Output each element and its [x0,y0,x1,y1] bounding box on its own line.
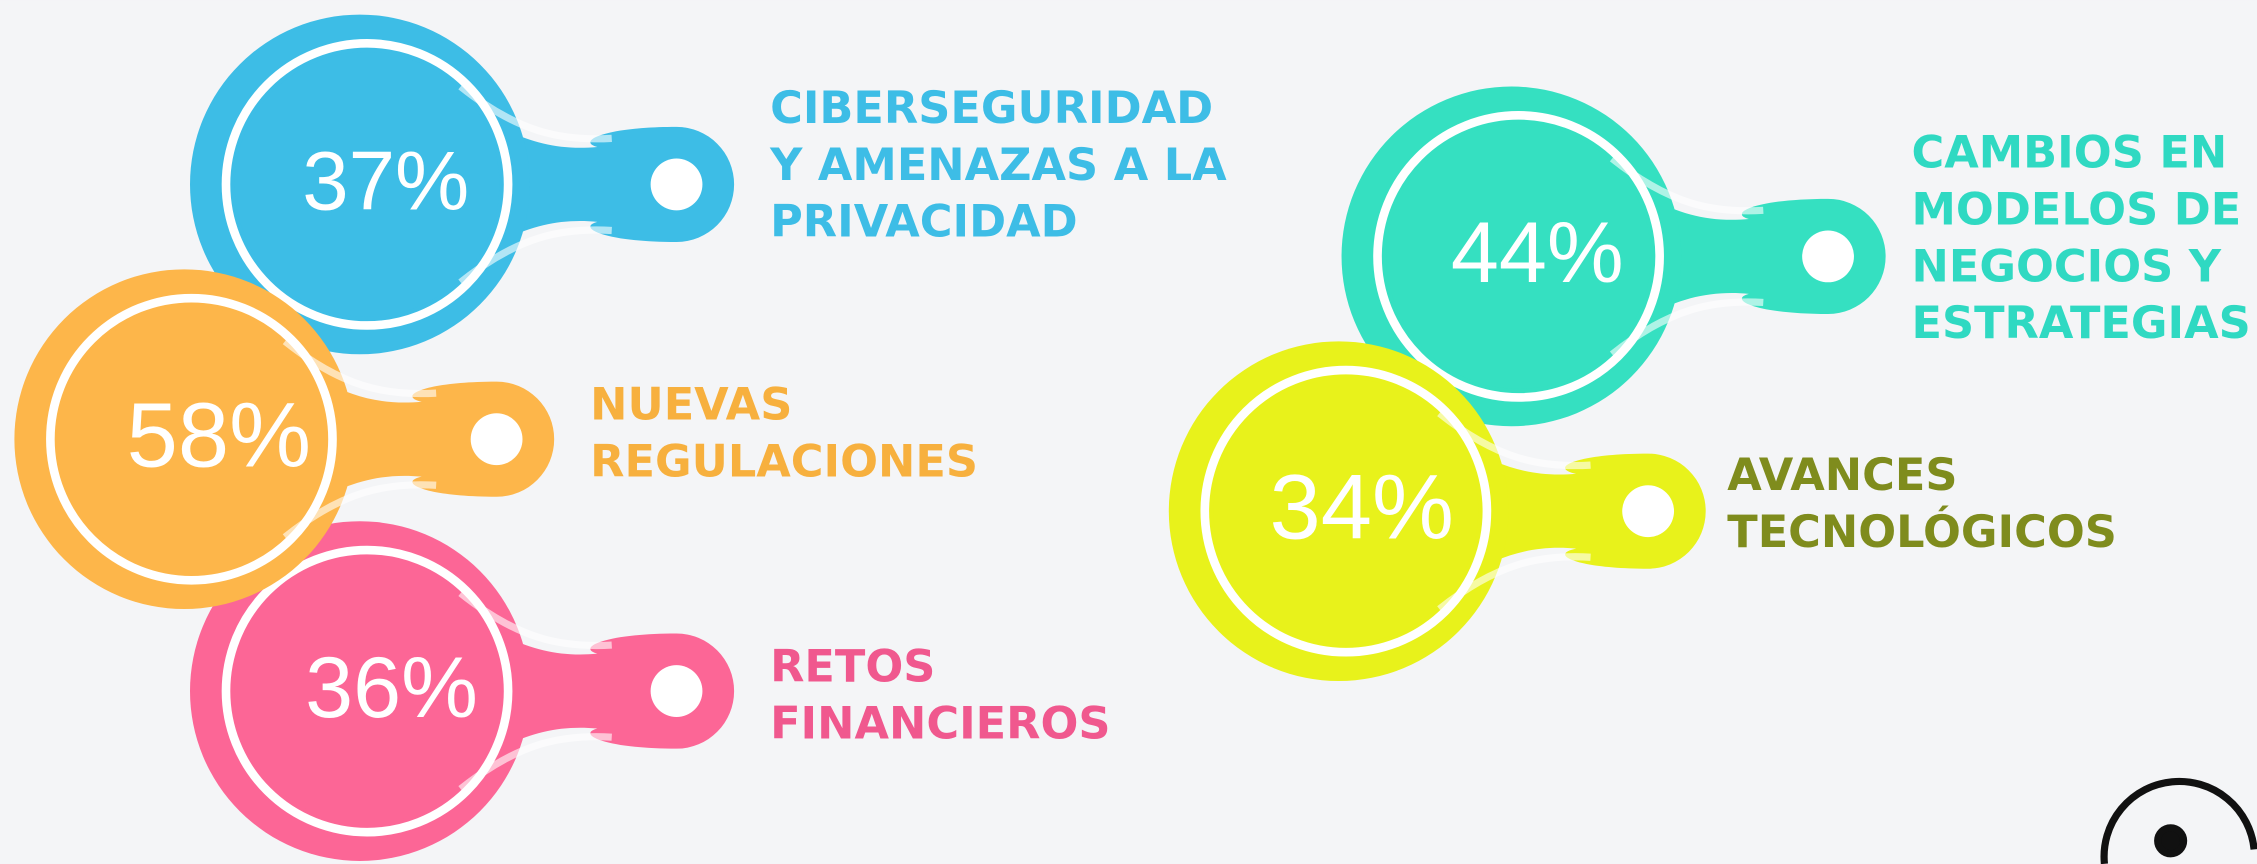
percent: 37% [302,133,469,227]
label-line: CIBERSEGURIDAD [770,82,1213,134]
pin-dot [1622,485,1675,538]
pin-ring-neck [1609,155,1764,358]
pin-face [234,558,500,824]
pin-face [1386,123,1652,389]
percent: 58% [127,383,311,486]
pin-ring [46,293,337,585]
pin-face [59,306,324,572]
percent: 34% [1270,455,1454,558]
pin-dot [470,413,523,466]
label-line: Y AMENAZAS A LA [769,139,1227,191]
label-line: NEGOCIOS Y [1912,240,2222,292]
pin-face [234,51,500,317]
label-line: NUEVAS [590,379,792,431]
label-line: MODELOS DE [1912,183,2242,235]
pin-ring [1200,365,1492,657]
pin-ring-neck [458,83,612,286]
label-line: ESTRATEGIAS [1912,297,2251,349]
label-line: AVANCES [1727,449,1957,501]
label-line: PRIVACIDAD [770,196,1078,248]
pin-dot [650,665,703,718]
label-line: CAMBIOS EN [1912,127,2228,179]
pin-dot [1802,230,1854,283]
label-line: FINANCIEROS [770,697,1110,749]
logo [2100,777,2257,864]
pin-ring [221,545,513,837]
pin-ring [221,39,513,330]
label-line: RETOS [770,641,935,693]
pin-ring-neck [1437,410,1591,612]
label-line: TECNOLÓGICOS [1727,505,2117,558]
pin-face [1213,378,1479,644]
percent: 36% [305,640,478,736]
label-line: REGULACIONES [590,435,978,487]
percent: 44% [1451,205,1624,301]
pin-dot [650,158,703,211]
pin-ring-neck [458,590,612,792]
pin-ring-neck [282,338,437,540]
pin-ring [1373,111,1664,402]
